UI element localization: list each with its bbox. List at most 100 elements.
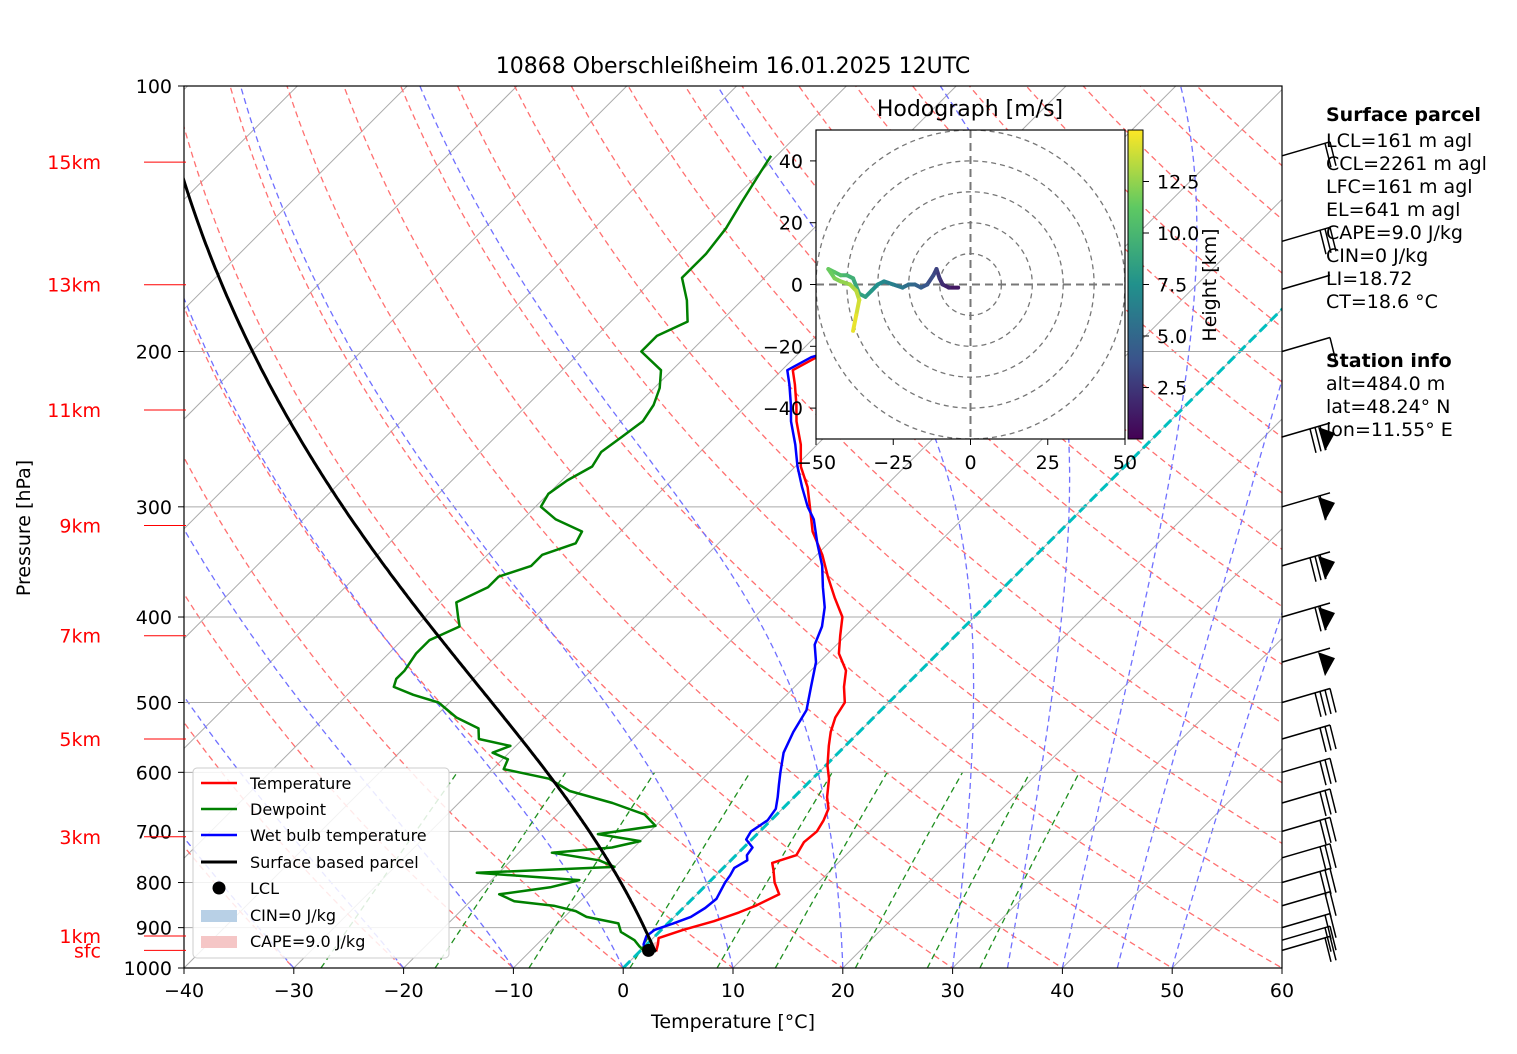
x-tick-label: 10 bbox=[721, 980, 745, 1002]
isotherm-line bbox=[402, 88, 1282, 968]
isotherm-line bbox=[184, 86, 848, 750]
wind-barb bbox=[1281, 602, 1335, 632]
surface-line: LCL=161 m agl bbox=[1326, 130, 1472, 152]
moist-adiabat-line bbox=[184, 296, 624, 968]
height-label: sfc bbox=[74, 940, 101, 962]
legend-cape-label: CAPE=9.0 J/kg bbox=[250, 932, 365, 951]
height-label: 9km bbox=[59, 516, 101, 538]
wind-barb bbox=[1281, 647, 1335, 677]
wind-barb-feather bbox=[1329, 688, 1337, 713]
legend-cape-swatch bbox=[201, 936, 237, 948]
wind-barb-staff bbox=[1281, 935, 1331, 952]
isotherm-line bbox=[184, 86, 628, 530]
wind-barb-feather bbox=[1324, 937, 1332, 962]
wind-barb-staff bbox=[1281, 867, 1331, 884]
height-label: 11km bbox=[47, 400, 101, 422]
dry-adiabat-line bbox=[229, 86, 954, 968]
moist-adiabat-line bbox=[1171, 610, 1282, 968]
x-tick-label: −40 bbox=[164, 980, 204, 1002]
wind-barb-staff bbox=[1281, 492, 1331, 508]
colorbar-tick-label: 5.0 bbox=[1157, 326, 1187, 348]
hodograph-segment bbox=[851, 313, 859, 333]
wind-barb-feather bbox=[1319, 554, 1327, 579]
wind-barb-feather bbox=[1319, 495, 1327, 520]
wind-barb bbox=[1281, 422, 1335, 453]
x-tick-label: −20 bbox=[384, 980, 424, 1002]
wind-barb-staff bbox=[1281, 724, 1331, 740]
wind-barb bbox=[1281, 912, 1337, 940]
x-axis-label: Temperature [°C] bbox=[650, 1011, 815, 1033]
colorbar bbox=[1127, 129, 1144, 440]
wind-barb bbox=[1281, 141, 1337, 168]
mixing-ratio-line bbox=[774, 771, 888, 968]
dry-adiabat-line bbox=[399, 86, 1282, 968]
parcel-curve bbox=[184, 175, 658, 953]
legend-temperature-label: Temperature bbox=[249, 774, 351, 793]
wind-barb-feather bbox=[1329, 868, 1337, 893]
wind-barb-feather bbox=[1309, 557, 1317, 582]
hodograph-y-tick-label: 0 bbox=[791, 275, 803, 297]
wind-barb-feather bbox=[1319, 791, 1327, 817]
wind-barb-staff bbox=[1281, 757, 1331, 774]
y-tick-label: 200 bbox=[136, 342, 172, 364]
wind-barb-staff bbox=[1281, 274, 1331, 290]
wind-barb bbox=[1281, 724, 1337, 753]
y-tick-label: 800 bbox=[136, 873, 172, 895]
wind-barb-feather bbox=[1319, 727, 1327, 753]
wind-barb-feather bbox=[1329, 227, 1337, 252]
dry-adiabat-line bbox=[184, 456, 625, 968]
wind-barb-feather bbox=[1324, 228, 1332, 253]
legend-wetbulb-label: Wet bulb temperature bbox=[250, 826, 427, 845]
lcl-marker bbox=[642, 943, 656, 957]
dry-adiabat-line bbox=[184, 305, 735, 968]
height-label: 1km bbox=[59, 926, 101, 948]
height-label: 3km bbox=[59, 827, 101, 849]
wind-barb-staff bbox=[1281, 912, 1331, 929]
wind-barb-feather bbox=[1324, 914, 1332, 940]
hodograph-x-tick-label: −25 bbox=[873, 452, 913, 474]
height-label: 7km bbox=[59, 626, 101, 648]
height-label: 13km bbox=[47, 275, 101, 297]
dry-adiabat-line bbox=[854, 86, 1282, 494]
y-tick-label: 600 bbox=[136, 762, 172, 784]
moist-adiabat-line bbox=[239, 86, 734, 968]
wind-barb-feather bbox=[1329, 724, 1337, 750]
legend-box bbox=[192, 767, 450, 959]
mixing-ratio-line bbox=[716, 771, 833, 968]
colorbar-tick-label: 10.0 bbox=[1157, 223, 1199, 245]
wind-barb-staff bbox=[1281, 422, 1331, 438]
wind-barb-staff bbox=[1281, 891, 1331, 907]
y-tick-label: 400 bbox=[136, 607, 172, 629]
wind-barb-feather bbox=[1319, 761, 1327, 786]
moist-adiabat-line bbox=[184, 527, 514, 968]
height-label: 5km bbox=[59, 729, 101, 751]
wind-barb-feather bbox=[1319, 820, 1327, 845]
wind-barb bbox=[1281, 935, 1337, 962]
wind-barb-feather bbox=[1319, 691, 1327, 716]
dewpoint-curve bbox=[392, 155, 773, 953]
wind-barb-feather bbox=[1329, 141, 1337, 167]
hodograph-y-tick-label: −20 bbox=[763, 336, 803, 358]
height-label: 15km bbox=[47, 152, 101, 174]
wind-barb-feather bbox=[1329, 936, 1337, 961]
wind-barb-feather bbox=[1329, 758, 1337, 783]
x-tick-label: 50 bbox=[1160, 980, 1184, 1002]
mixing-ratio-line bbox=[926, 771, 1031, 968]
wind-barb-feather bbox=[1324, 893, 1332, 918]
surface-parcel-title: Surface parcel bbox=[1326, 104, 1481, 126]
x-tick-label: 30 bbox=[941, 980, 965, 1002]
wind-barb-feather bbox=[1324, 759, 1332, 784]
wind-barb-feather bbox=[1319, 230, 1327, 255]
y-tick-label: 900 bbox=[136, 918, 172, 940]
y-tick-label: 700 bbox=[136, 821, 172, 843]
surface-line: CCL=2261 m agl bbox=[1326, 153, 1487, 175]
x-tick-label: 20 bbox=[831, 980, 855, 1002]
wind-barb-staff bbox=[1281, 843, 1331, 859]
wind-barb-feather bbox=[1329, 337, 1337, 362]
wind-barb-staff bbox=[1281, 788, 1331, 804]
chart-title: 10868 Oberschleißheim 16.01.2025 12UTC bbox=[496, 54, 971, 79]
wind-barb bbox=[1281, 816, 1337, 845]
wind-barb-staff bbox=[1281, 647, 1331, 663]
surface-line: CT=18.6 °C bbox=[1326, 291, 1438, 313]
wind-barb-staff bbox=[1281, 925, 1331, 941]
